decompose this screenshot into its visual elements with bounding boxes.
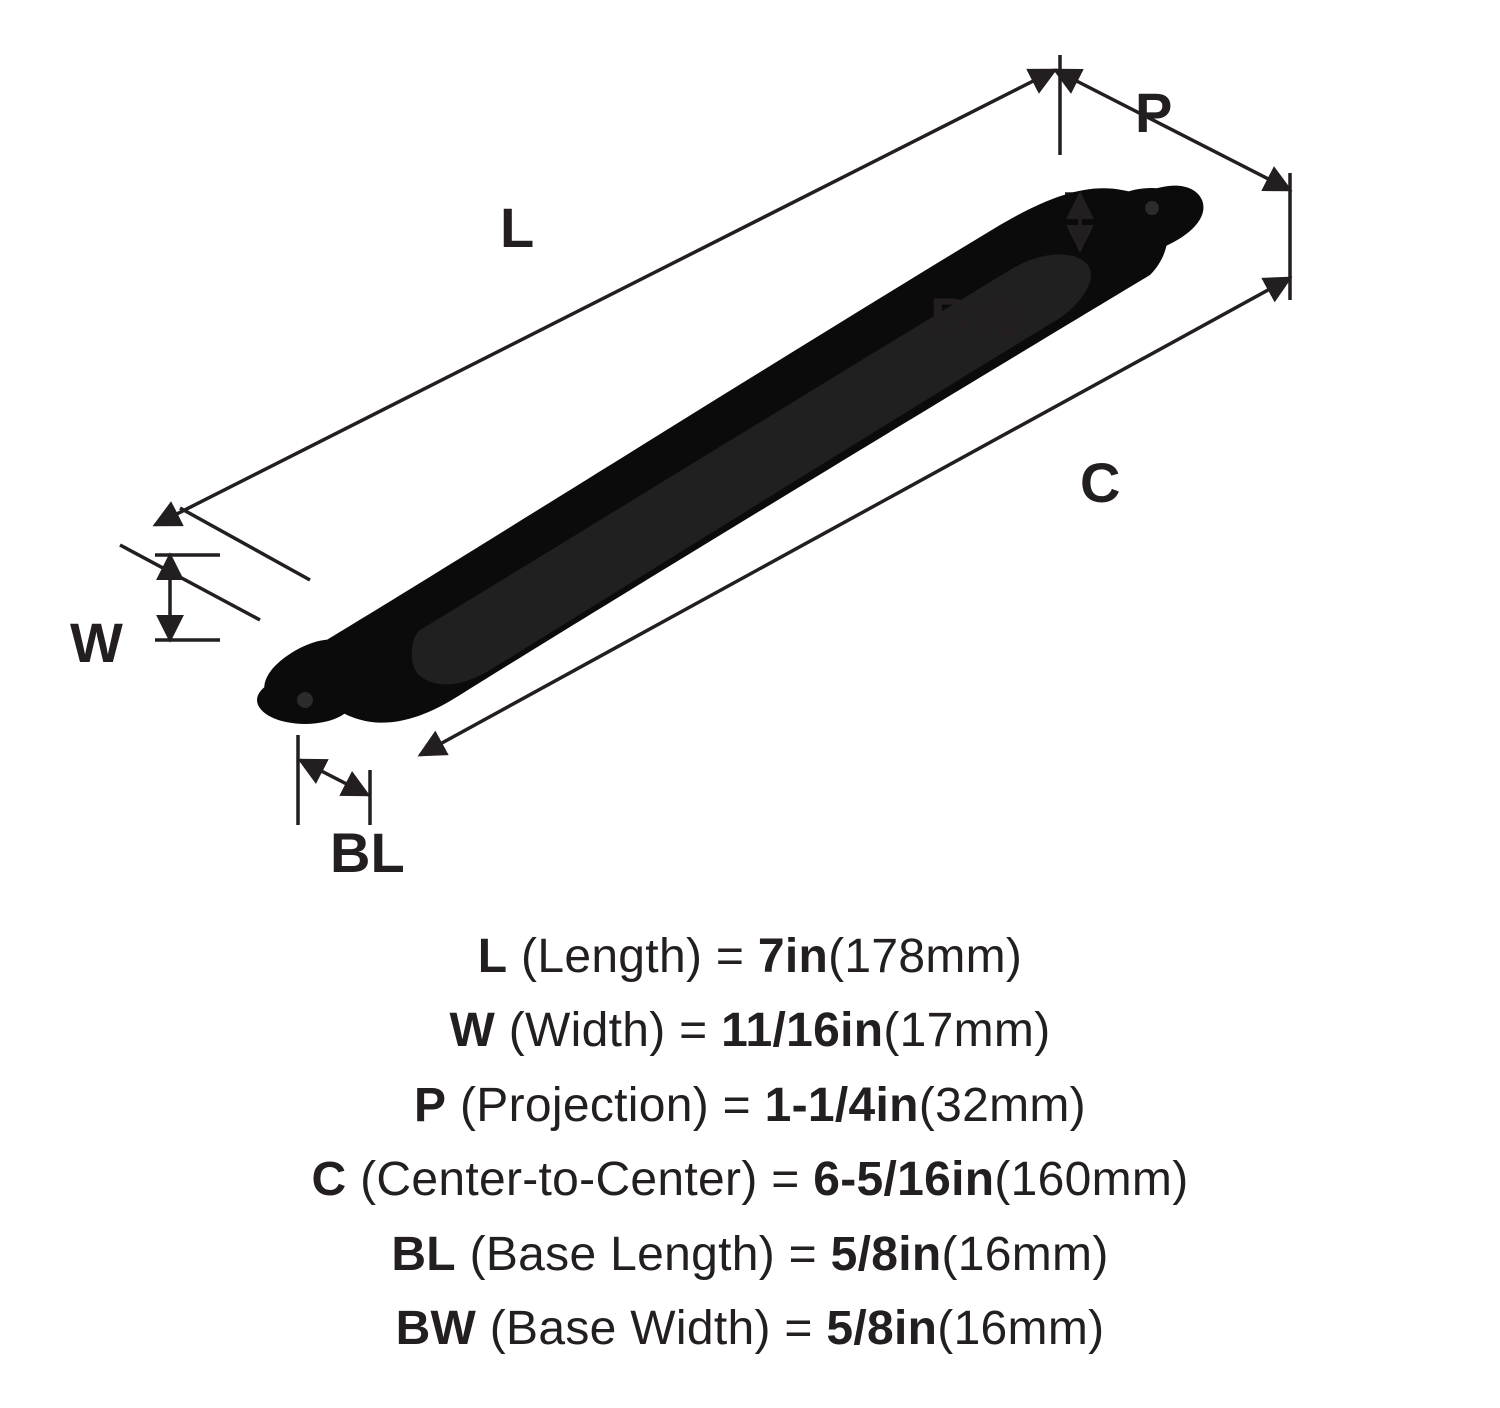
label-l: L — [500, 195, 534, 260]
spec-line: C (Center-to-Center) = 6-5/16in(160mm) — [0, 1143, 1500, 1217]
label-w: W — [70, 610, 123, 675]
dimension-diagram: L P BW C W BL L (Length) = 7in(178mm)W (… — [0, 0, 1500, 1408]
diagram-svg — [0, 0, 1500, 900]
label-bl: BL — [330, 820, 405, 885]
spec-line: BW (Base Width) = 5/8in(16mm) — [0, 1292, 1500, 1366]
label-bw: BW — [930, 285, 1023, 350]
spec-line: L (Length) = 7in(178mm) — [0, 920, 1500, 994]
label-c: C — [1080, 450, 1120, 515]
spec-list: L (Length) = 7in(178mm)W (Width) = 11/16… — [0, 920, 1500, 1366]
spec-line: W (Width) = 11/16in(17mm) — [0, 994, 1500, 1068]
handle-graphic — [257, 186, 1203, 724]
label-p: P — [1135, 80, 1172, 145]
spec-line: BL (Base Length) = 5/8in(16mm) — [0, 1218, 1500, 1292]
spec-line: P (Projection) = 1-1/4in(32mm) — [0, 1069, 1500, 1143]
